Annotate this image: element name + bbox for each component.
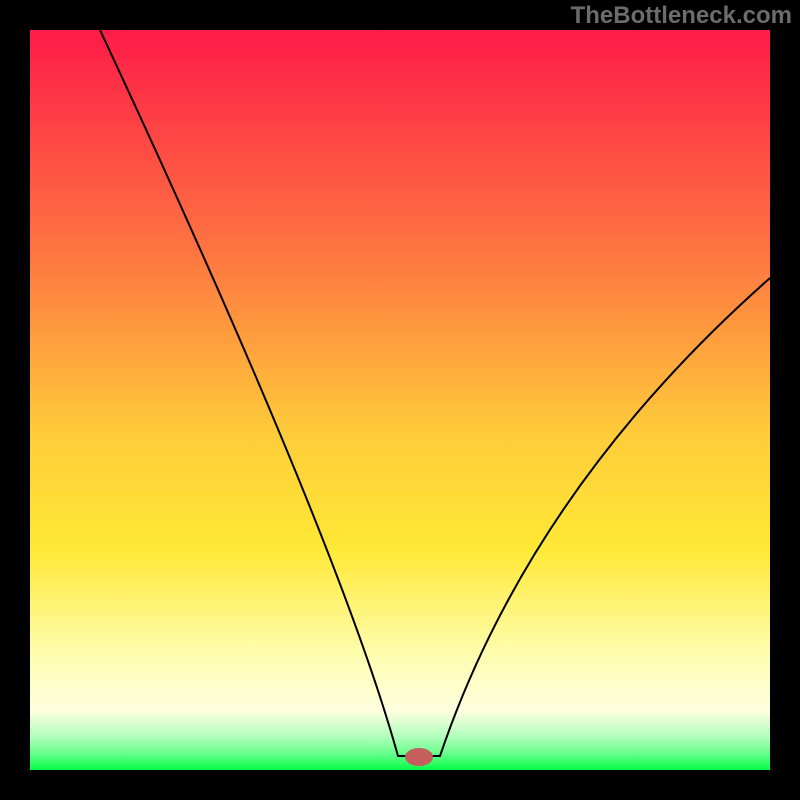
chart-svg bbox=[0, 0, 800, 800]
chart-container: TheBottleneck.com bbox=[0, 0, 800, 800]
bottleneck-marker bbox=[405, 748, 433, 766]
plot-area bbox=[30, 30, 770, 770]
watermark-text: TheBottleneck.com bbox=[571, 2, 792, 30]
